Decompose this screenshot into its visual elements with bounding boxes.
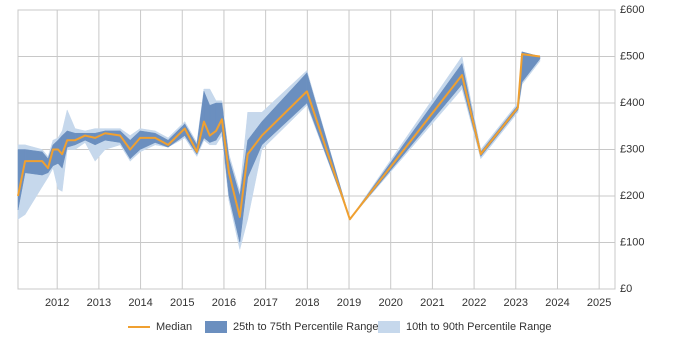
x-tick-label: 2024 bbox=[545, 297, 569, 309]
x-tick-label: 2017 bbox=[253, 297, 277, 309]
y-tick-label: £200 bbox=[620, 190, 644, 202]
percentile-band bbox=[24, 149, 43, 176]
percentile-band bbox=[209, 102, 217, 143]
legend-label: Median bbox=[156, 321, 192, 333]
x-tick-label: 2015 bbox=[170, 297, 194, 309]
x-tick-label: 2018 bbox=[295, 297, 319, 309]
x-tick-label: 2021 bbox=[420, 297, 444, 309]
legend-swatch bbox=[205, 321, 227, 333]
x-tick-label: 2025 bbox=[587, 297, 611, 309]
legend-label: 25th to 75th Percentile Range bbox=[233, 321, 379, 333]
y-tick-label: £600 bbox=[620, 4, 644, 16]
y-tick-label: £400 bbox=[620, 97, 644, 109]
legend-swatch bbox=[378, 321, 400, 333]
median-line bbox=[17, 53, 541, 221]
x-tick-label: 2016 bbox=[212, 297, 236, 309]
percentile-band bbox=[306, 72, 351, 220]
x-tick-label: 2023 bbox=[504, 297, 528, 309]
y-tick-label: £100 bbox=[620, 236, 644, 248]
x-tick-label: 2020 bbox=[378, 297, 402, 309]
percentile-band bbox=[52, 139, 59, 167]
x-tick-label: 2013 bbox=[87, 297, 111, 309]
y-tick-label: £0 bbox=[620, 283, 632, 295]
y-tick-label: £500 bbox=[620, 50, 644, 62]
x-tick-label: 2014 bbox=[128, 297, 152, 309]
y-tick-label: £300 bbox=[620, 143, 644, 155]
x-tick-label: 2022 bbox=[462, 297, 486, 309]
x-tick-label: 2012 bbox=[45, 297, 69, 309]
percentile-band bbox=[66, 130, 76, 148]
x-tick-label: 2019 bbox=[337, 297, 361, 309]
legend-label: 10th to 90th Percentile Range bbox=[406, 321, 552, 333]
